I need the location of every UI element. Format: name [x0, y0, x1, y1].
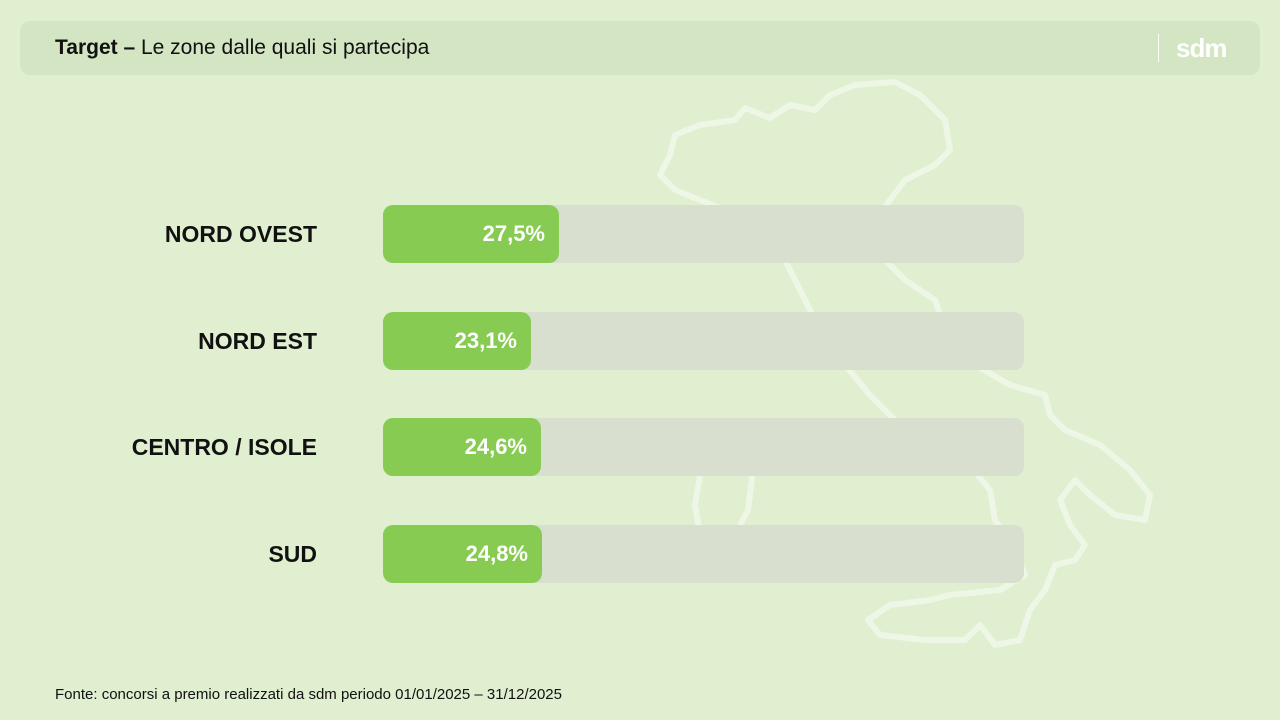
data-label: 23,1% — [454, 328, 517, 353]
page-title: Target – Le zone dalle quali si partecip… — [55, 21, 429, 75]
header-bar: Target – Le zone dalle quali si partecip… — [20, 21, 1260, 75]
category-label: NORD OVEST — [164, 221, 317, 247]
data-label: 24,8% — [465, 541, 528, 566]
category-label: NORD EST — [198, 328, 317, 354]
bar-track: 27,5% — [383, 205, 1024, 263]
bar-track: 24,6% — [383, 418, 1024, 476]
bar: 24,8% — [383, 525, 542, 583]
bar-track: 24,8% — [383, 525, 1024, 583]
sdm-logo: sdm — [1176, 33, 1227, 63]
source-note: Fonte: concorsi a premio realizzati da s… — [55, 686, 562, 703]
bar: 24,6% — [383, 418, 541, 476]
category-label: SUD — [268, 541, 317, 567]
bar-track: 23,1% — [383, 312, 1024, 370]
bar: 23,1% — [383, 312, 531, 370]
category-label: CENTRO / ISOLE — [131, 434, 317, 460]
page-title-bold: Target – — [55, 36, 136, 59]
bar: 27,5% — [383, 205, 559, 263]
page-title-rest: Le zone dalle quali si partecipa — [135, 36, 430, 59]
data-label: 24,6% — [464, 434, 527, 459]
data-label: 27,5% — [482, 221, 545, 246]
header-divider — [1158, 34, 1159, 62]
